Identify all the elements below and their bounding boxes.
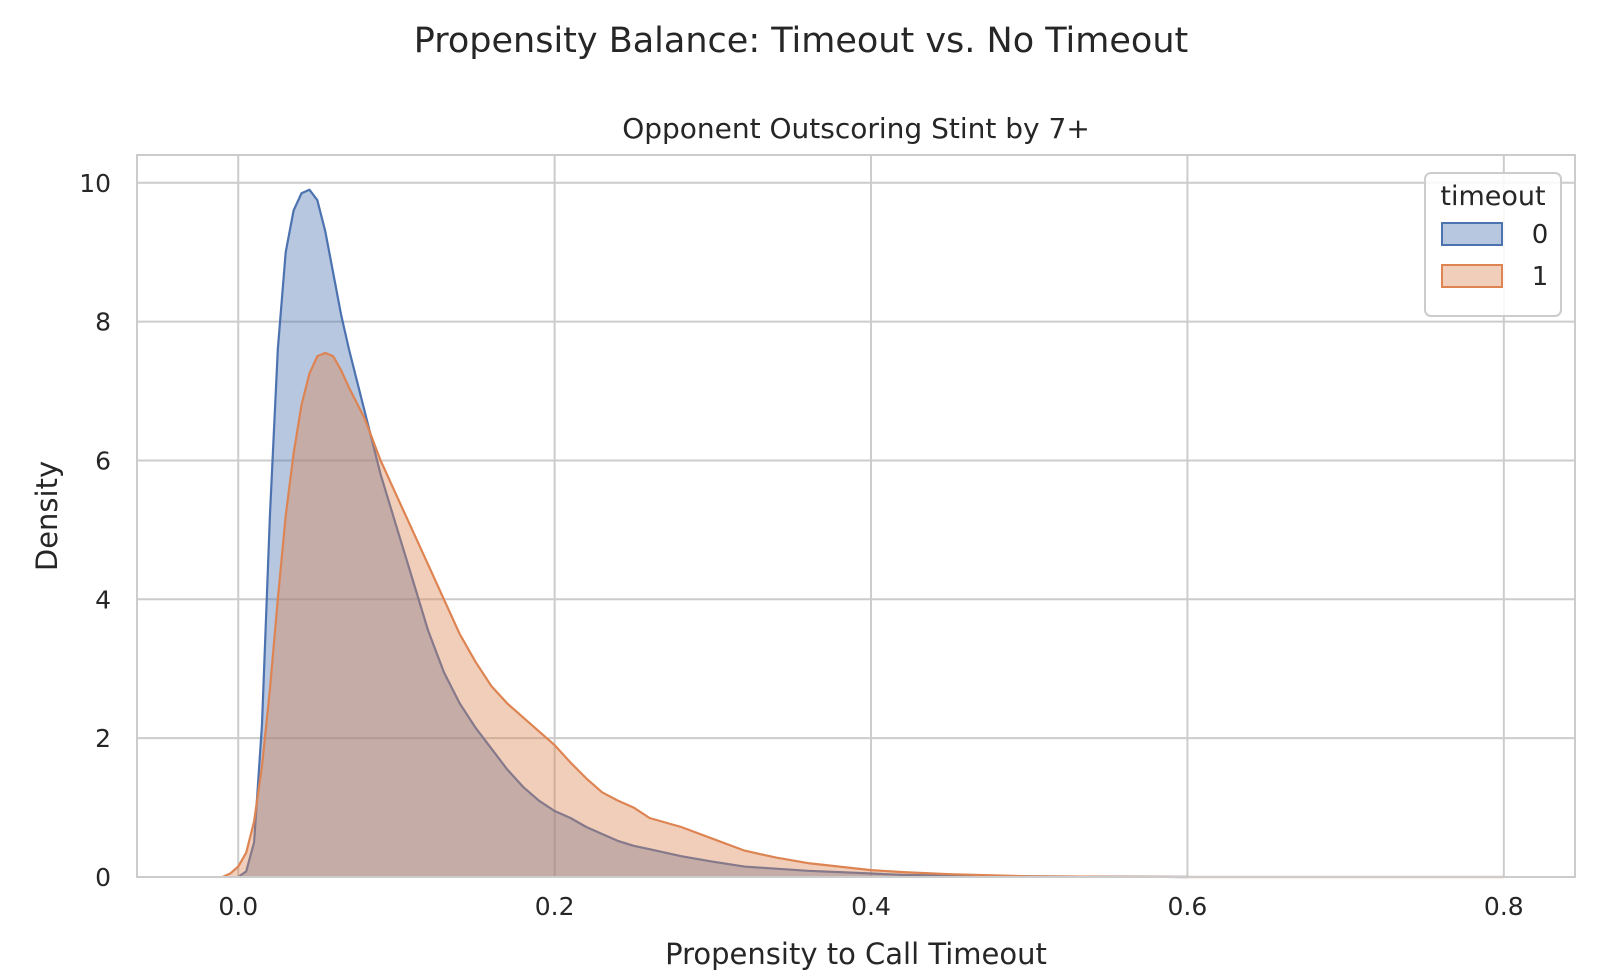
series-area-1 xyxy=(222,352,1504,877)
x-axis-label: Propensity to Call Timeout xyxy=(665,937,1047,971)
legend-label-1: 1 xyxy=(1532,262,1549,292)
y-tick-label: 0 xyxy=(95,863,111,892)
y-tick-label: 10 xyxy=(79,169,111,198)
plot-area xyxy=(137,155,1575,877)
chart-suptitle: Propensity Balance: Timeout vs. No Timeo… xyxy=(414,21,1188,61)
legend-swatch-0 xyxy=(1441,222,1503,246)
x-tick-label: 0.2 xyxy=(535,892,575,921)
tick-labels: 0.0 0.2 0.4 0.6 0.8 0 2 4 6 8 10 xyxy=(79,169,1524,921)
x-tick-label: 0.8 xyxy=(1484,892,1524,921)
x-tick-label: 0.0 xyxy=(218,892,258,921)
series-line-1 xyxy=(221,351,1504,879)
x-tick-label: 0.6 xyxy=(1168,892,1208,921)
legend-swatch-1 xyxy=(1441,264,1503,288)
legend-title: timeout xyxy=(1440,181,1545,212)
x-tick-label: 0.4 xyxy=(851,892,891,921)
series-area-0 xyxy=(238,189,1188,877)
legend: timeout 0 1 xyxy=(1424,172,1562,317)
y-tick-label: 2 xyxy=(95,724,111,753)
plot-frame xyxy=(136,154,1576,878)
chart-subtitle: Opponent Outscoring Stint by 7+ xyxy=(622,112,1090,145)
y-tick-label: 4 xyxy=(95,585,111,614)
legend-label-0: 0 xyxy=(1532,220,1549,250)
series-line-0 xyxy=(237,188,1188,879)
y-tick-label: 6 xyxy=(95,446,111,475)
series-layer xyxy=(221,188,1504,879)
y-tick-label: 8 xyxy=(95,308,111,337)
y-axis-label: Density xyxy=(30,461,64,571)
